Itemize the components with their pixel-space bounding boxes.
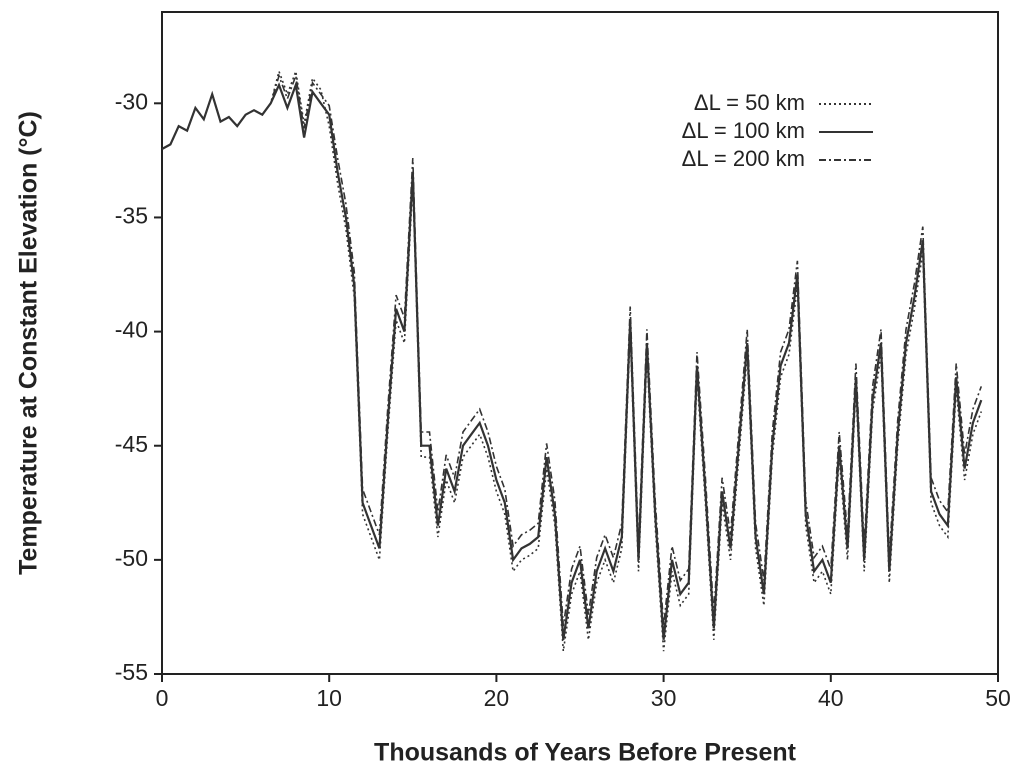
y-tick-label: -35 bbox=[115, 203, 148, 229]
x-tick-label: 40 bbox=[818, 685, 844, 711]
y-tick-label: -45 bbox=[115, 431, 148, 457]
series-line bbox=[161, 72, 983, 627]
x-tick-label: 30 bbox=[651, 685, 677, 711]
legend-label: ΔL = 100 km bbox=[682, 118, 805, 143]
x-tick-label: 10 bbox=[316, 685, 342, 711]
plot-frame bbox=[161, 11, 999, 675]
legend-label: ΔL = 200 km bbox=[682, 146, 805, 171]
x-tick-label: 50 bbox=[985, 685, 1011, 711]
x-tick-label: 0 bbox=[156, 685, 169, 711]
y-tick-label: -50 bbox=[115, 545, 148, 571]
y-axis-label: Temperature at Constant Elevation (°C) bbox=[15, 111, 43, 575]
legend-label: ΔL = 50 km bbox=[694, 90, 805, 115]
x-tick-label: 20 bbox=[484, 685, 510, 711]
x-axis-label: Thousands of Years Before Present bbox=[374, 739, 797, 767]
series-line bbox=[161, 80, 983, 640]
y-tick-label: -55 bbox=[115, 659, 148, 685]
y-tick-label: -30 bbox=[115, 88, 148, 114]
y-tick-label: -40 bbox=[115, 317, 148, 343]
series-line bbox=[161, 68, 983, 652]
